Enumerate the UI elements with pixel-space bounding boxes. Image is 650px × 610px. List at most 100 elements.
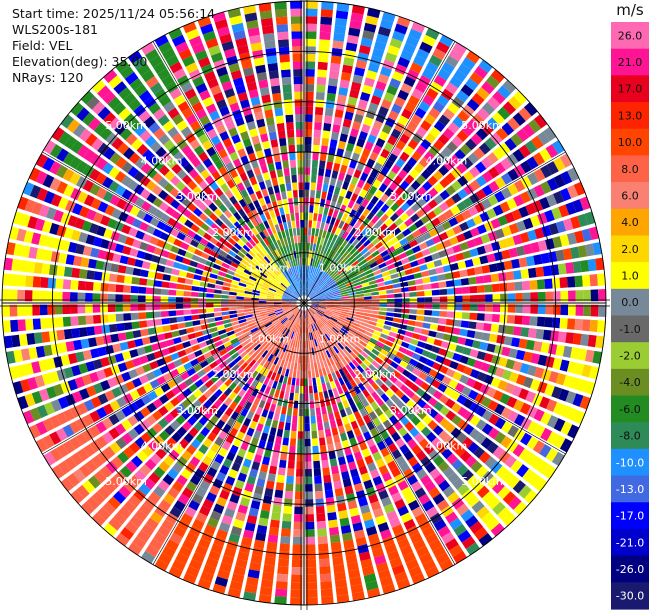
range-gate-cell — [539, 444, 552, 458]
range-gate-cell — [224, 356, 234, 365]
range-gate-cell — [228, 291, 237, 296]
range-gate-cell — [220, 374, 229, 383]
range-gate-cell — [351, 260, 359, 268]
range-gate-cell — [317, 175, 324, 184]
range-gate-cell — [445, 422, 456, 434]
range-gate-cell — [292, 282, 298, 290]
range-gate-cell — [420, 381, 431, 392]
range-gate-cell — [278, 273, 285, 281]
range-gate-cell — [263, 148, 272, 157]
range-gate-cell — [141, 69, 155, 83]
range-gate-cell — [246, 475, 257, 486]
range-gate-cell — [231, 280, 240, 286]
range-gate-cell — [525, 255, 535, 267]
range-gate-cell — [386, 303, 395, 308]
range-gate-cell — [217, 569, 231, 580]
range-gate-cell — [122, 304, 131, 312]
range-gate-cell — [471, 92, 485, 106]
range-gate-cell — [266, 276, 274, 283]
range-gate-cell — [411, 506, 424, 518]
range-gate-cell — [512, 444, 525, 458]
range-gate-cell — [317, 422, 324, 431]
range-gate-cell — [357, 205, 366, 214]
range-gate-cell — [171, 330, 180, 338]
range-gate-cell — [402, 243, 412, 251]
range-gate-cell — [95, 336, 105, 346]
range-gate-cell — [177, 214, 188, 225]
range-gate-cell — [349, 218, 357, 227]
range-gate-cell — [145, 371, 156, 381]
range-gate-cell — [346, 332, 355, 339]
colorbar-swatch — [611, 582, 649, 610]
range-gate-cell — [380, 166, 390, 176]
range-gate-cell — [213, 92, 225, 103]
range-gate-cell — [242, 138, 252, 148]
range-gate-cell — [421, 68, 435, 80]
range-gate-cell — [483, 323, 492, 332]
range-gate-cell — [518, 388, 530, 400]
range-gate-cell — [142, 363, 152, 373]
range-gate-cell — [390, 128, 402, 139]
range-gate-cell — [211, 170, 221, 181]
range-gate-cell — [62, 291, 71, 302]
range-gate-cell — [164, 194, 175, 205]
range-gate-cell — [498, 238, 508, 250]
range-gate-cell — [326, 257, 333, 265]
range-gate-cell — [287, 329, 292, 338]
range-gate-cell — [214, 187, 224, 197]
range-gate-cell — [486, 152, 499, 165]
range-gate-cell — [259, 586, 273, 596]
range-gate-cell — [323, 263, 329, 272]
range-gate-cell — [109, 441, 122, 454]
range-gate-cell — [86, 496, 100, 510]
range-gate-cell — [293, 197, 299, 206]
range-gate-cell — [352, 348, 360, 357]
range-gate-cell — [278, 46, 290, 56]
range-gate-cell — [474, 65, 488, 79]
range-gate-cell — [232, 341, 241, 348]
range-gate-cell — [369, 127, 380, 138]
range-gate-cell — [320, 452, 328, 461]
range-gate-cell — [337, 195, 344, 205]
range-gate-cell — [377, 315, 386, 320]
range-gate-cell — [230, 411, 240, 421]
range-gate-cell — [255, 532, 266, 542]
range-gate-cell — [253, 314, 261, 320]
range-gate-cell — [262, 318, 271, 324]
range-gate-cell — [331, 242, 338, 251]
range-gate-cell — [346, 34, 359, 45]
range-gate-cell — [294, 355, 299, 364]
range-gate-cell — [597, 320, 606, 333]
range-gate-cell — [304, 212, 309, 221]
range-gate-cell — [481, 423, 494, 436]
range-gate-cell — [285, 182, 292, 192]
range-gate-cell — [545, 447, 559, 462]
range-gate-cell — [361, 318, 370, 324]
range-gate-cell — [308, 291, 315, 298]
range-gate-cell — [511, 337, 521, 348]
range-gate-cell — [329, 269, 336, 277]
range-gate-cell — [287, 287, 294, 293]
range-gate-cell — [343, 323, 351, 330]
range-gate-cell — [350, 192, 359, 202]
range-gate-cell — [317, 278, 323, 286]
range-gate-cell — [359, 275, 368, 282]
range-gate-cell — [403, 145, 415, 156]
range-gate-cell — [214, 159, 224, 170]
range-gate-cell — [280, 343, 286, 352]
range-gate-cell — [293, 291, 299, 298]
range-gate-cell — [330, 260, 338, 268]
range-gate-cell — [304, 461, 312, 470]
range-gate-cell — [175, 403, 186, 414]
range-gate-cell — [152, 422, 163, 434]
range-gate-cell — [155, 272, 164, 280]
range-gate-cell — [439, 310, 448, 318]
range-gate-cell — [342, 348, 350, 356]
range-gate-cell — [198, 384, 209, 394]
range-gate-cell — [29, 407, 42, 422]
range-gate-cell — [409, 532, 423, 544]
range-gate-cell — [339, 517, 350, 527]
range-gate-cell — [2, 273, 11, 286]
range-gate-cell — [501, 249, 511, 260]
range-gate-cell — [386, 263, 396, 271]
